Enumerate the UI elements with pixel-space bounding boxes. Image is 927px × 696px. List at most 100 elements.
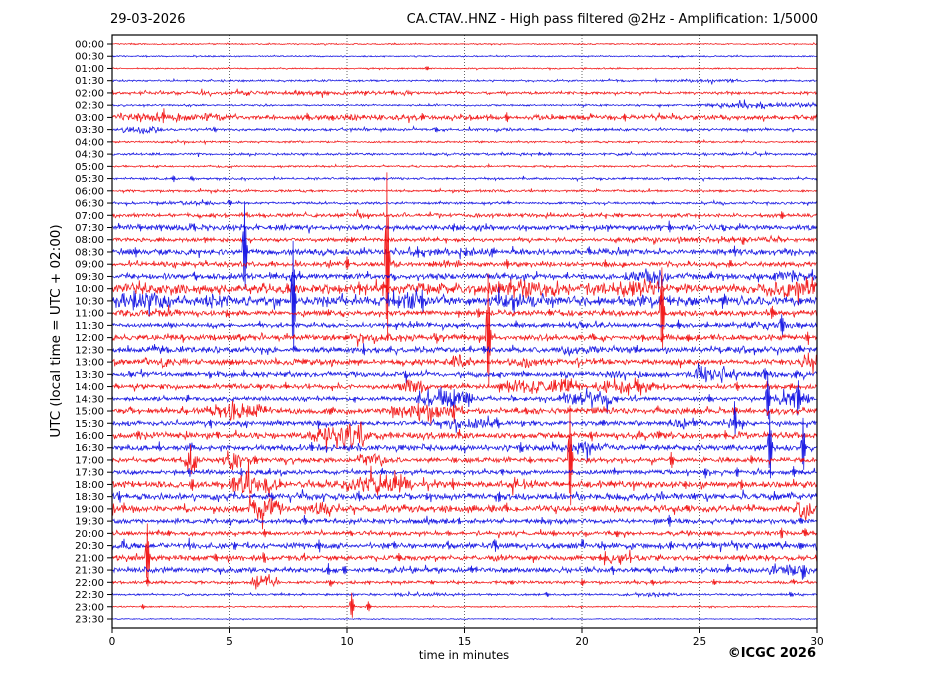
y-tick-label: 16:00 bbox=[75, 431, 104, 442]
y-tick-label: 21:00 bbox=[75, 553, 104, 564]
y-tick-label: 09:00 bbox=[75, 260, 104, 271]
y-tick-label: 20:30 bbox=[75, 541, 104, 552]
y-tick-label: 07:30 bbox=[75, 223, 104, 234]
trace-row-0100 bbox=[112, 66, 817, 71]
trace-row-1300 bbox=[112, 352, 817, 374]
y-tick-label: 15:00 bbox=[75, 407, 104, 418]
trace-row-1700 bbox=[112, 405, 817, 506]
y-tick-label: 17:00 bbox=[75, 455, 104, 466]
y-tick-label: 12:00 bbox=[75, 333, 104, 344]
x-tick-label: 0 bbox=[109, 636, 116, 648]
y-tick-label: 14:00 bbox=[75, 382, 104, 393]
y-tick-label: 07:00 bbox=[75, 211, 104, 222]
trace-row-1500 bbox=[112, 400, 817, 426]
trace-row-0900 bbox=[112, 172, 817, 338]
trace-row-0500 bbox=[112, 162, 817, 170]
trace-row-0000 bbox=[112, 42, 817, 46]
trace-row-1230 bbox=[112, 343, 817, 357]
x-tick-label: 15 bbox=[458, 636, 471, 648]
trace-row-0230 bbox=[112, 99, 817, 110]
y-tick-label: 14:30 bbox=[75, 394, 104, 405]
y-tick-label: 19:00 bbox=[75, 504, 104, 515]
y-tick-label: 18:30 bbox=[75, 492, 104, 503]
y-tick-label: 18:00 bbox=[75, 480, 104, 491]
y-tick-label: 10:00 bbox=[75, 284, 104, 295]
trace-row-2300 bbox=[112, 592, 817, 618]
y-tick-label: 01:00 bbox=[75, 64, 104, 75]
trace-row-0630 bbox=[112, 199, 817, 207]
trace-row-2030 bbox=[112, 537, 817, 553]
trace-row-0530 bbox=[112, 175, 817, 183]
y-tick-label: 09:30 bbox=[75, 272, 104, 283]
trace-row-0030 bbox=[112, 54, 817, 59]
trace-row-0400 bbox=[112, 138, 817, 146]
y-tick-label: 04:00 bbox=[75, 137, 104, 148]
y-tick-label: 15:30 bbox=[75, 419, 104, 430]
y-tick-label: 17:30 bbox=[75, 468, 104, 479]
y-tick-label: 00:30 bbox=[75, 52, 104, 63]
trace-row-0730 bbox=[112, 220, 817, 234]
y-tick-label: 00:00 bbox=[75, 40, 104, 51]
trace-row-1200 bbox=[112, 273, 817, 388]
y-tick-label: 02:00 bbox=[75, 88, 104, 99]
trace-row-1030 bbox=[112, 240, 817, 353]
y-tick-label: 06:30 bbox=[75, 199, 104, 210]
y-tick-label: 03:00 bbox=[75, 113, 104, 124]
trace-row-0930 bbox=[112, 268, 817, 293]
trace-row-0300 bbox=[112, 108, 817, 124]
y-tick-label: 23:30 bbox=[75, 615, 104, 626]
trace-row-2000 bbox=[112, 527, 817, 539]
trace-row-0600 bbox=[112, 187, 817, 195]
y-tick-label: 11:30 bbox=[75, 321, 104, 332]
trace-row-1400 bbox=[112, 377, 817, 396]
trace-row-1000 bbox=[112, 276, 817, 306]
trace-row-0430 bbox=[112, 150, 817, 158]
y-tick-label: 22:00 bbox=[75, 578, 104, 589]
trace-row-1330 bbox=[112, 362, 817, 384]
trace-row-0800 bbox=[112, 234, 817, 245]
plot-title: CA.CTAV..HNZ - High pass filtered @2Hz -… bbox=[406, 12, 818, 27]
x-axis-label: time in minutes bbox=[418, 648, 510, 662]
x-tick-label: 5 bbox=[226, 636, 233, 648]
trace-row-1730 bbox=[112, 466, 817, 479]
y-tick-label: 16:30 bbox=[75, 443, 104, 454]
trace-row-0200 bbox=[112, 88, 817, 98]
trace-row-2230 bbox=[112, 590, 817, 599]
trace-row-2130 bbox=[112, 563, 817, 580]
x-tick-label: 10 bbox=[340, 636, 353, 648]
x-tick-label: 30 bbox=[810, 636, 823, 648]
trace-group bbox=[112, 42, 817, 621]
y-tick-label: 11:00 bbox=[75, 309, 104, 320]
trace-row-0330 bbox=[112, 125, 817, 135]
y-tick-label: 03:30 bbox=[75, 125, 104, 136]
x-tick-label: 20 bbox=[575, 636, 588, 648]
trace-row-1130 bbox=[112, 314, 817, 336]
y-tick-label: 08:30 bbox=[75, 247, 104, 258]
y-tick-label: 05:30 bbox=[75, 174, 104, 185]
y-tick-label: 08:00 bbox=[75, 235, 104, 246]
trace-row-1600 bbox=[112, 421, 817, 451]
y-tick-label: 10:30 bbox=[75, 296, 104, 307]
y-tick-label: 12:30 bbox=[75, 345, 104, 356]
trace-row-2100 bbox=[112, 523, 817, 587]
y-tick-label: 21:30 bbox=[75, 566, 104, 577]
y-tick-label: 04:30 bbox=[75, 150, 104, 161]
y-tick-label: 23:00 bbox=[75, 602, 104, 613]
trace-row-1530 bbox=[112, 401, 817, 436]
plot-date: 29-03-2026 bbox=[110, 12, 186, 27]
y-tick-label: 20:00 bbox=[75, 529, 104, 540]
trace-row-1630 bbox=[112, 411, 817, 479]
y-tick-label: 02:30 bbox=[75, 101, 104, 112]
trace-row-1100 bbox=[112, 267, 817, 350]
y-tick-label: 06:00 bbox=[75, 186, 104, 197]
trace-row-1800 bbox=[112, 459, 817, 498]
copyright-text: ©ICGC 2026 bbox=[727, 646, 816, 661]
x-tick-label: 25 bbox=[693, 636, 706, 648]
trace-row-1930 bbox=[112, 514, 817, 527]
trace-row-1430 bbox=[112, 372, 817, 420]
y-tick-label: 01:30 bbox=[75, 76, 104, 87]
trace-row-0130 bbox=[112, 77, 817, 85]
trace-row-0830 bbox=[112, 201, 817, 290]
